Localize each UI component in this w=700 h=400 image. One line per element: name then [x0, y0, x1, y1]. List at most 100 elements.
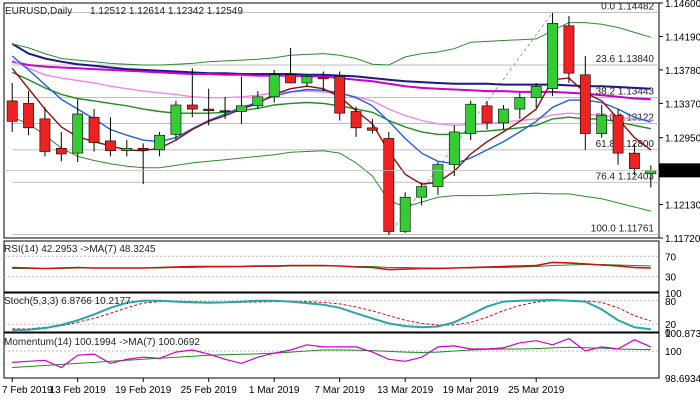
candle-bullish	[448, 131, 460, 165]
price-tick-label: 1.14190	[665, 32, 700, 43]
overlay-magenta-line	[12, 60, 651, 101]
candle-bearish	[39, 118, 51, 152]
candle-bullish	[547, 23, 558, 89]
rsi-line	[12, 261, 651, 271]
candle-bearish	[563, 25, 575, 74]
candle-bearish	[105, 140, 116, 151]
candle-bullish	[154, 134, 165, 151]
stoch-main-line	[12, 298, 651, 332]
rsi-label: RSI(14) 42.2953 ->MA(7) 48.3245	[4, 244, 156, 255]
candle-bullish	[268, 74, 280, 98]
candle-bullish	[301, 76, 313, 84]
candle-bullish	[530, 85, 542, 98]
candle-bullish	[399, 196, 411, 232]
overlay-bb-lower-line	[12, 116, 651, 212]
fib-level-label: 38.2 1.13443	[596, 86, 655, 97]
date-tick-label: 7 Feb 2019	[2, 385, 53, 396]
price-tick-label: 1.12950	[665, 134, 700, 145]
candle-bullish	[645, 169, 657, 174]
fib-level-label: 23.6 1.13840	[596, 54, 655, 65]
candle-bullish	[465, 103, 477, 134]
momentum-tick-label: 100	[665, 347, 682, 358]
candle-bearish	[481, 105, 493, 124]
date-tick-label: 7 Mar 2019	[314, 385, 365, 396]
date-tick-label: 19 Feb 2019	[115, 385, 172, 396]
date-tick-label: 13 Mar 2019	[377, 385, 434, 396]
price-tick-label: 1.14600	[665, 0, 700, 10]
momentum-label: Momentum(14) 100.1994 ->MA(7) 100.0692	[4, 337, 200, 348]
candle-bearish	[317, 76, 329, 80]
candle-bullish	[416, 186, 427, 198]
overlay-green-line	[11, 71, 651, 136]
price-frame	[3, 2, 660, 239]
price-tick-label: 1.11720	[665, 234, 700, 245]
stoch-tick-label: 0	[665, 328, 671, 339]
stoch-signal-line	[12, 300, 651, 330]
candle-bullish	[596, 115, 608, 134]
price-tick-label: 1.13780	[665, 66, 700, 77]
fib-level-label: 0.0 1.14482	[601, 2, 654, 13]
momentum-line	[12, 337, 652, 369]
momentum-panel: 100.8734 100 98.6934	[3, 329, 700, 385]
candle-bullish	[498, 108, 509, 124]
candle-bearish	[383, 138, 395, 232]
fib-level-label: 76.4 1.12403	[596, 171, 655, 182]
last-price-box	[659, 163, 700, 178]
rsi-level-label: 30	[665, 273, 677, 284]
candle-bullish	[236, 105, 247, 112]
overlay-bb-upper-line	[12, 22, 651, 66]
date-tick-label: 25 Mar 2019	[508, 385, 565, 396]
overlay-maroon-line	[11, 67, 652, 185]
price-tick-label: 1.13370	[665, 99, 700, 110]
last-price-label: 1.12549	[662, 166, 699, 177]
rsi-frame	[3, 240, 660, 293]
candle-bearish	[55, 147, 67, 155]
stoch-tick-label: 100	[665, 289, 682, 300]
candle-bearish	[285, 74, 296, 84]
chart-title: EURUSD,Daily	[5, 6, 72, 17]
candle-bearish	[579, 74, 591, 134]
candle-bullish	[252, 96, 264, 107]
candle-bearish	[219, 110, 231, 113]
candle-bearish	[367, 127, 378, 131]
candle-bearish	[137, 147, 149, 151]
ohlc-readout: 1.12512 1.12614 1.12342 1.12549	[90, 6, 243, 17]
momentum-frame	[3, 332, 660, 379]
date-tick-label: 25 Feb 2019	[181, 385, 238, 396]
candle-bearish	[6, 100, 18, 122]
candle-bearish	[334, 76, 346, 114]
candle-bearish	[203, 108, 215, 112]
date-tick-label: 19 Mar 2019	[443, 385, 500, 396]
date-tick-label: 1 Mar 2019	[249, 385, 300, 396]
price-panel: 1.14600 1.14190 1.13780 1.13370 1.12950 1.125…	[3, 0, 700, 245]
overlay-navy-line	[11, 42, 651, 90]
fib-anchor-line	[388, 12, 553, 235]
candle-bearish	[612, 115, 624, 154]
overlay-blue-line	[11, 55, 652, 165]
candle-bullish	[121, 147, 133, 151]
candle-bearish	[88, 116, 100, 143]
fib-level-label: 61.8 1.12800	[596, 139, 655, 150]
rsi-level-label: 70	[665, 252, 677, 263]
stoch-tick-label: 80	[665, 297, 677, 308]
candle-bullish	[514, 97, 526, 110]
candle-bullish	[170, 104, 182, 135]
price-tick-label: 1.12130	[665, 201, 700, 212]
momentum-tick-label: 100.8734	[665, 329, 700, 340]
fib-level-label: 100.0 1.11761	[591, 224, 655, 235]
candle-bearish	[629, 152, 640, 169]
candle-bullish	[432, 164, 444, 187]
candle-bearish	[350, 111, 362, 129]
momentum-tick-label: 98.6934	[665, 374, 700, 385]
candle-bullish	[72, 113, 84, 154]
candle-bearish	[186, 104, 198, 110]
stoch-label: Stoch(5,3,3) 6.8766 10.2177	[4, 296, 131, 307]
rsi-panel: 70 30	[3, 240, 677, 293]
candle-bearish	[23, 103, 34, 129]
stoch-frame	[3, 292, 660, 333]
date-tick-label: 13 Feb 2019	[50, 385, 107, 396]
stoch-tick-label: 20	[665, 320, 677, 331]
